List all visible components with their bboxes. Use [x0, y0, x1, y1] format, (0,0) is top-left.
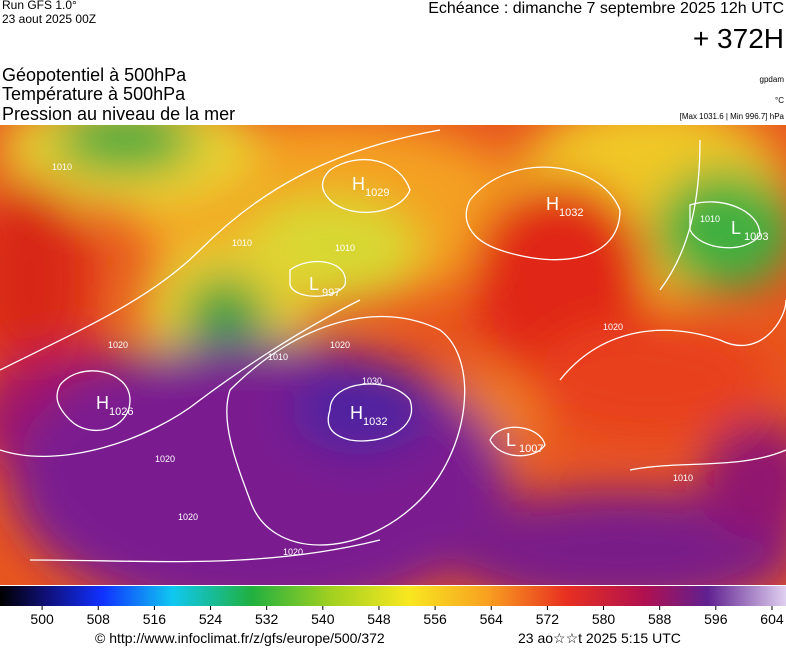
colorbar-tick-label: 556 [423, 611, 447, 627]
run-date: 23 aout 2025 00Z [2, 12, 96, 26]
isobar-label: 1020 [603, 322, 623, 332]
unit: gpdam [760, 75, 785, 84]
pressure-center-letter: H [350, 403, 363, 423]
isobar-label: 1020 [155, 454, 175, 464]
isobar-label: 1010 [268, 352, 288, 362]
isobar-label: 1020 [178, 512, 198, 522]
pressure-center-letter: H [546, 194, 559, 214]
offset: + 372H [693, 23, 784, 54]
pressure-center-letter: H [352, 174, 365, 194]
pressure-center-value: 997 [322, 287, 340, 299]
isobar-label: 1010 [700, 214, 720, 224]
colorbar [0, 586, 786, 606]
isobar-label: 1030 [362, 376, 382, 386]
colorbar-tick-label: 540 [311, 611, 335, 627]
isobar-label: 1010 [232, 238, 252, 248]
pressure-center-letter: L [506, 430, 516, 450]
isobar-label: 1020 [108, 340, 128, 350]
pressure-center-letter: L [731, 218, 741, 238]
footer-time: 23 ao☆☆t 2025 5:15 UTC [518, 630, 681, 646]
isobar-label: 1010 [335, 243, 355, 253]
pressure-center-value: 1032 [363, 416, 387, 428]
colorbar-tick-label: 596 [704, 611, 728, 627]
legend-line: Température à 500hPa [2, 84, 186, 104]
pressure-center-value: 1007 [519, 443, 543, 455]
colorbar-tick-label: 604 [760, 611, 784, 627]
legend-line: Pression au niveau de la mer [2, 104, 235, 124]
colorbar-tick-label: 588 [648, 611, 672, 627]
colorbar-tick-label: 548 [367, 611, 391, 627]
legend-line: Géopotentiel à 500hPa [2, 65, 187, 85]
colorbar-tick-label: 572 [536, 611, 560, 627]
isobar-label: 1010 [673, 473, 693, 483]
colorbar-tick-label: 508 [87, 611, 111, 627]
colorbar-tick-label: 580 [592, 611, 616, 627]
pressure-center-letter: H [96, 393, 109, 413]
map [0, 125, 786, 585]
pressure-center-letter: L [309, 274, 319, 294]
isobar-label: 1020 [330, 340, 350, 350]
unit: [Max 1031.6 | Min 996.7] hPa [680, 112, 785, 121]
colorbar-tick-label: 564 [480, 611, 504, 627]
isobar-label: 1010 [52, 162, 72, 172]
pressure-center-value: 1026 [109, 406, 133, 418]
footer-url: © http://www.infoclimat.fr/z/gfs/europe/… [95, 630, 385, 646]
pressure-center-value: 1032 [559, 207, 583, 219]
isobar-label: 1020 [283, 547, 303, 557]
pressure-center-value: 1029 [365, 187, 389, 199]
colorbar-tick-label: 516 [143, 611, 167, 627]
run: Run GFS 1.0° [2, 0, 77, 12]
echeance: Echéance : dimanche 7 septembre 2025 12h… [428, 0, 784, 17]
colorbar-tick-label: 532 [255, 611, 279, 627]
colorbar-tick-label: 524 [199, 611, 223, 627]
unit: °C [775, 96, 784, 105]
colorbar-tick-label: 500 [30, 611, 54, 627]
pressure-center-value: 1003 [744, 231, 768, 243]
isobars [0, 129, 786, 563]
